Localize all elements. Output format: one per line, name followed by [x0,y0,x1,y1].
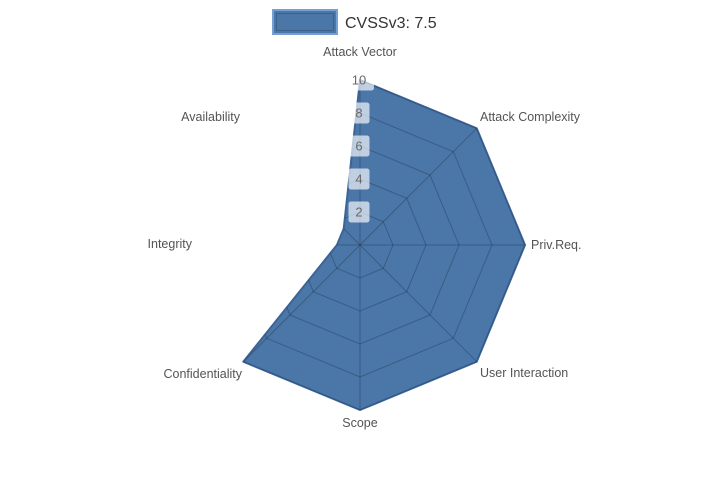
tick-label-2: 2 [355,205,362,220]
axis-label-attack-vector: Attack Vector [323,45,397,59]
axis-label-availability: Availability [181,110,241,124]
axis-label-integrity: Integrity [148,237,193,251]
radar-grid [243,80,526,410]
grid-spoke [243,127,361,246]
grid-spoke [359,244,478,363]
tick-box [348,102,370,124]
tick-box [344,69,374,91]
radar-data-polygon [242,79,526,411]
grid-spoke [359,127,478,246]
axis-label-attack-complexity: Attack Complexity [480,110,581,124]
tick-box [348,168,370,190]
tick-label-10: 10 [352,73,366,88]
legend[interactable]: CVSSv3: 7.5 [272,9,437,35]
tick-box [348,201,370,223]
axis-label-user-interaction: User Interaction [480,366,568,380]
tick-label-8: 8 [355,106,362,121]
tick-label-6: 6 [355,139,362,154]
axis-label-scope: Scope [342,416,377,430]
legend-label[interactable]: CVSSv3: 7.5 [345,15,437,32]
axis-labels: Attack Vector Attack Complexity Priv.Req. U… [148,45,582,430]
grid-spoke [243,244,361,363]
axis-label-priv-req-: Priv.Req. [531,238,581,252]
tick-label-4: 4 [355,172,362,187]
legend-swatch-inner-line [276,13,334,31]
legend-swatch-icon[interactable] [272,9,338,35]
axis-label-confidentiality: Confidentiality [163,367,242,381]
radial-tick-labels: 2 4 6 8 10 [344,69,374,223]
tick-box [348,135,370,157]
